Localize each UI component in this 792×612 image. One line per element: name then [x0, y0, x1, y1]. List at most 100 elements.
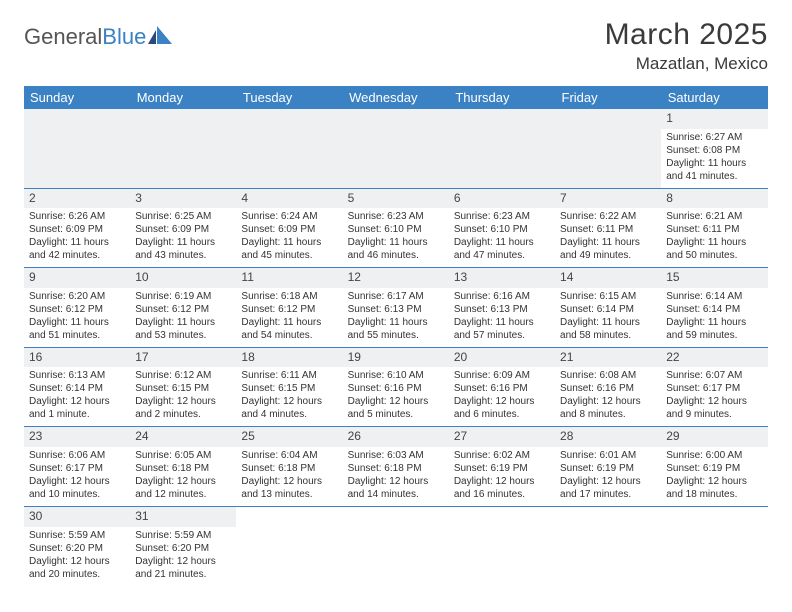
logo-sail-icon [148, 26, 174, 46]
weekday-header-row: Sunday Monday Tuesday Wednesday Thursday… [24, 86, 768, 109]
calendar-cell: 29Sunrise: 6:00 AMSunset: 6:19 PMDayligh… [661, 427, 767, 507]
day-sunset: Sunset: 6:10 PM [348, 223, 444, 236]
day-daylight: Daylight: 11 hours and 49 minutes. [560, 236, 656, 262]
day-daylight: Daylight: 12 hours and 1 minute. [29, 395, 125, 421]
day-daylight: Daylight: 12 hours and 2 minutes. [135, 395, 231, 421]
day-sunrise: Sunrise: 6:16 AM [454, 290, 550, 303]
day-daylight: Daylight: 12 hours and 14 minutes. [348, 475, 444, 501]
day-sunset: Sunset: 6:17 PM [666, 382, 762, 395]
weekday-wednesday: Wednesday [343, 86, 449, 109]
weekday-thursday: Thursday [449, 86, 555, 109]
day-sunset: Sunset: 6:12 PM [29, 303, 125, 316]
day-daylight: Daylight: 12 hours and 17 minutes. [560, 475, 656, 501]
calendar-cell: 2Sunrise: 6:26 AMSunset: 6:09 PMDaylight… [24, 188, 130, 268]
month-title: March 2025 [605, 18, 768, 52]
day-number: 29 [661, 427, 767, 447]
calendar-cell: 21Sunrise: 6:08 AMSunset: 6:16 PMDayligh… [555, 347, 661, 427]
day-number: 18 [236, 348, 342, 368]
calendar-cell: 23Sunrise: 6:06 AMSunset: 6:17 PMDayligh… [24, 427, 130, 507]
day-daylight: Daylight: 12 hours and 5 minutes. [348, 395, 444, 421]
calendar-cell [130, 109, 236, 188]
day-sunrise: Sunrise: 6:20 AM [29, 290, 125, 303]
calendar-cell [555, 506, 661, 585]
day-daylight: Daylight: 12 hours and 6 minutes. [454, 395, 550, 421]
day-sunset: Sunset: 6:19 PM [666, 462, 762, 475]
calendar-cell: 3Sunrise: 6:25 AMSunset: 6:09 PMDaylight… [130, 188, 236, 268]
day-daylight: Daylight: 11 hours and 41 minutes. [666, 157, 762, 183]
day-number: 22 [661, 348, 767, 368]
day-number: 24 [130, 427, 236, 447]
calendar-cell: 4Sunrise: 6:24 AMSunset: 6:09 PMDaylight… [236, 188, 342, 268]
day-sunrise: Sunrise: 5:59 AM [29, 529, 125, 542]
calendar-cell [343, 506, 449, 585]
calendar-row: 16Sunrise: 6:13 AMSunset: 6:14 PMDayligh… [24, 347, 768, 427]
weekday-sunday: Sunday [24, 86, 130, 109]
weekday-saturday: Saturday [661, 86, 767, 109]
day-number: 30 [24, 507, 130, 527]
day-number: 10 [130, 268, 236, 288]
day-sunrise: Sunrise: 6:19 AM [135, 290, 231, 303]
day-sunset: Sunset: 6:19 PM [560, 462, 656, 475]
weekday-friday: Friday [555, 86, 661, 109]
day-number: 8 [661, 189, 767, 209]
day-number: 3 [130, 189, 236, 209]
day-number: 6 [449, 189, 555, 209]
day-number: 5 [343, 189, 449, 209]
day-sunset: Sunset: 6:14 PM [29, 382, 125, 395]
logo: GeneralBlue [24, 24, 174, 50]
calendar-table: Sunday Monday Tuesday Wednesday Thursday… [24, 86, 768, 586]
calendar-body: 1Sunrise: 6:27 AMSunset: 6:08 PMDaylight… [24, 109, 768, 586]
day-number: 21 [555, 348, 661, 368]
day-sunset: Sunset: 6:09 PM [135, 223, 231, 236]
day-sunrise: Sunrise: 6:26 AM [29, 210, 125, 223]
day-number: 19 [343, 348, 449, 368]
calendar-cell: 28Sunrise: 6:01 AMSunset: 6:19 PMDayligh… [555, 427, 661, 507]
day-number: 20 [449, 348, 555, 368]
day-sunrise: Sunrise: 6:10 AM [348, 369, 444, 382]
day-daylight: Daylight: 11 hours and 45 minutes. [241, 236, 337, 262]
day-daylight: Daylight: 11 hours and 53 minutes. [135, 316, 231, 342]
day-number: 27 [449, 427, 555, 447]
day-sunset: Sunset: 6:14 PM [666, 303, 762, 316]
day-daylight: Daylight: 11 hours and 46 minutes. [348, 236, 444, 262]
day-sunset: Sunset: 6:16 PM [348, 382, 444, 395]
day-daylight: Daylight: 11 hours and 47 minutes. [454, 236, 550, 262]
day-number: 13 [449, 268, 555, 288]
day-number: 17 [130, 348, 236, 368]
day-daylight: Daylight: 11 hours and 59 minutes. [666, 316, 762, 342]
day-number: 23 [24, 427, 130, 447]
day-daylight: Daylight: 12 hours and 10 minutes. [29, 475, 125, 501]
day-sunset: Sunset: 6:13 PM [348, 303, 444, 316]
calendar-row: 9Sunrise: 6:20 AMSunset: 6:12 PMDaylight… [24, 268, 768, 348]
day-daylight: Daylight: 11 hours and 51 minutes. [29, 316, 125, 342]
calendar-cell: 22Sunrise: 6:07 AMSunset: 6:17 PMDayligh… [661, 347, 767, 427]
day-sunrise: Sunrise: 6:23 AM [454, 210, 550, 223]
day-sunrise: Sunrise: 6:18 AM [241, 290, 337, 303]
calendar-row: 1Sunrise: 6:27 AMSunset: 6:08 PMDaylight… [24, 109, 768, 188]
day-sunrise: Sunrise: 6:05 AM [135, 449, 231, 462]
day-daylight: Daylight: 12 hours and 16 minutes. [454, 475, 550, 501]
day-sunrise: Sunrise: 6:00 AM [666, 449, 762, 462]
calendar-cell: 8Sunrise: 6:21 AMSunset: 6:11 PMDaylight… [661, 188, 767, 268]
day-sunset: Sunset: 6:18 PM [135, 462, 231, 475]
day-number: 28 [555, 427, 661, 447]
day-daylight: Daylight: 11 hours and 57 minutes. [454, 316, 550, 342]
day-daylight: Daylight: 12 hours and 13 minutes. [241, 475, 337, 501]
day-sunrise: Sunrise: 6:03 AM [348, 449, 444, 462]
day-daylight: Daylight: 12 hours and 21 minutes. [135, 555, 231, 581]
calendar-cell: 9Sunrise: 6:20 AMSunset: 6:12 PMDaylight… [24, 268, 130, 348]
day-number: 31 [130, 507, 236, 527]
logo-text-general: General [24, 24, 102, 50]
day-sunrise: Sunrise: 6:27 AM [666, 131, 762, 144]
calendar-cell: 18Sunrise: 6:11 AMSunset: 6:15 PMDayligh… [236, 347, 342, 427]
day-number: 12 [343, 268, 449, 288]
day-sunset: Sunset: 6:12 PM [241, 303, 337, 316]
calendar-cell: 16Sunrise: 6:13 AMSunset: 6:14 PMDayligh… [24, 347, 130, 427]
day-sunset: Sunset: 6:11 PM [560, 223, 656, 236]
calendar-cell: 10Sunrise: 6:19 AMSunset: 6:12 PMDayligh… [130, 268, 236, 348]
day-daylight: Daylight: 12 hours and 12 minutes. [135, 475, 231, 501]
day-sunrise: Sunrise: 6:02 AM [454, 449, 550, 462]
day-sunrise: Sunrise: 6:13 AM [29, 369, 125, 382]
calendar-cell: 19Sunrise: 6:10 AMSunset: 6:16 PMDayligh… [343, 347, 449, 427]
calendar-row: 23Sunrise: 6:06 AMSunset: 6:17 PMDayligh… [24, 427, 768, 507]
